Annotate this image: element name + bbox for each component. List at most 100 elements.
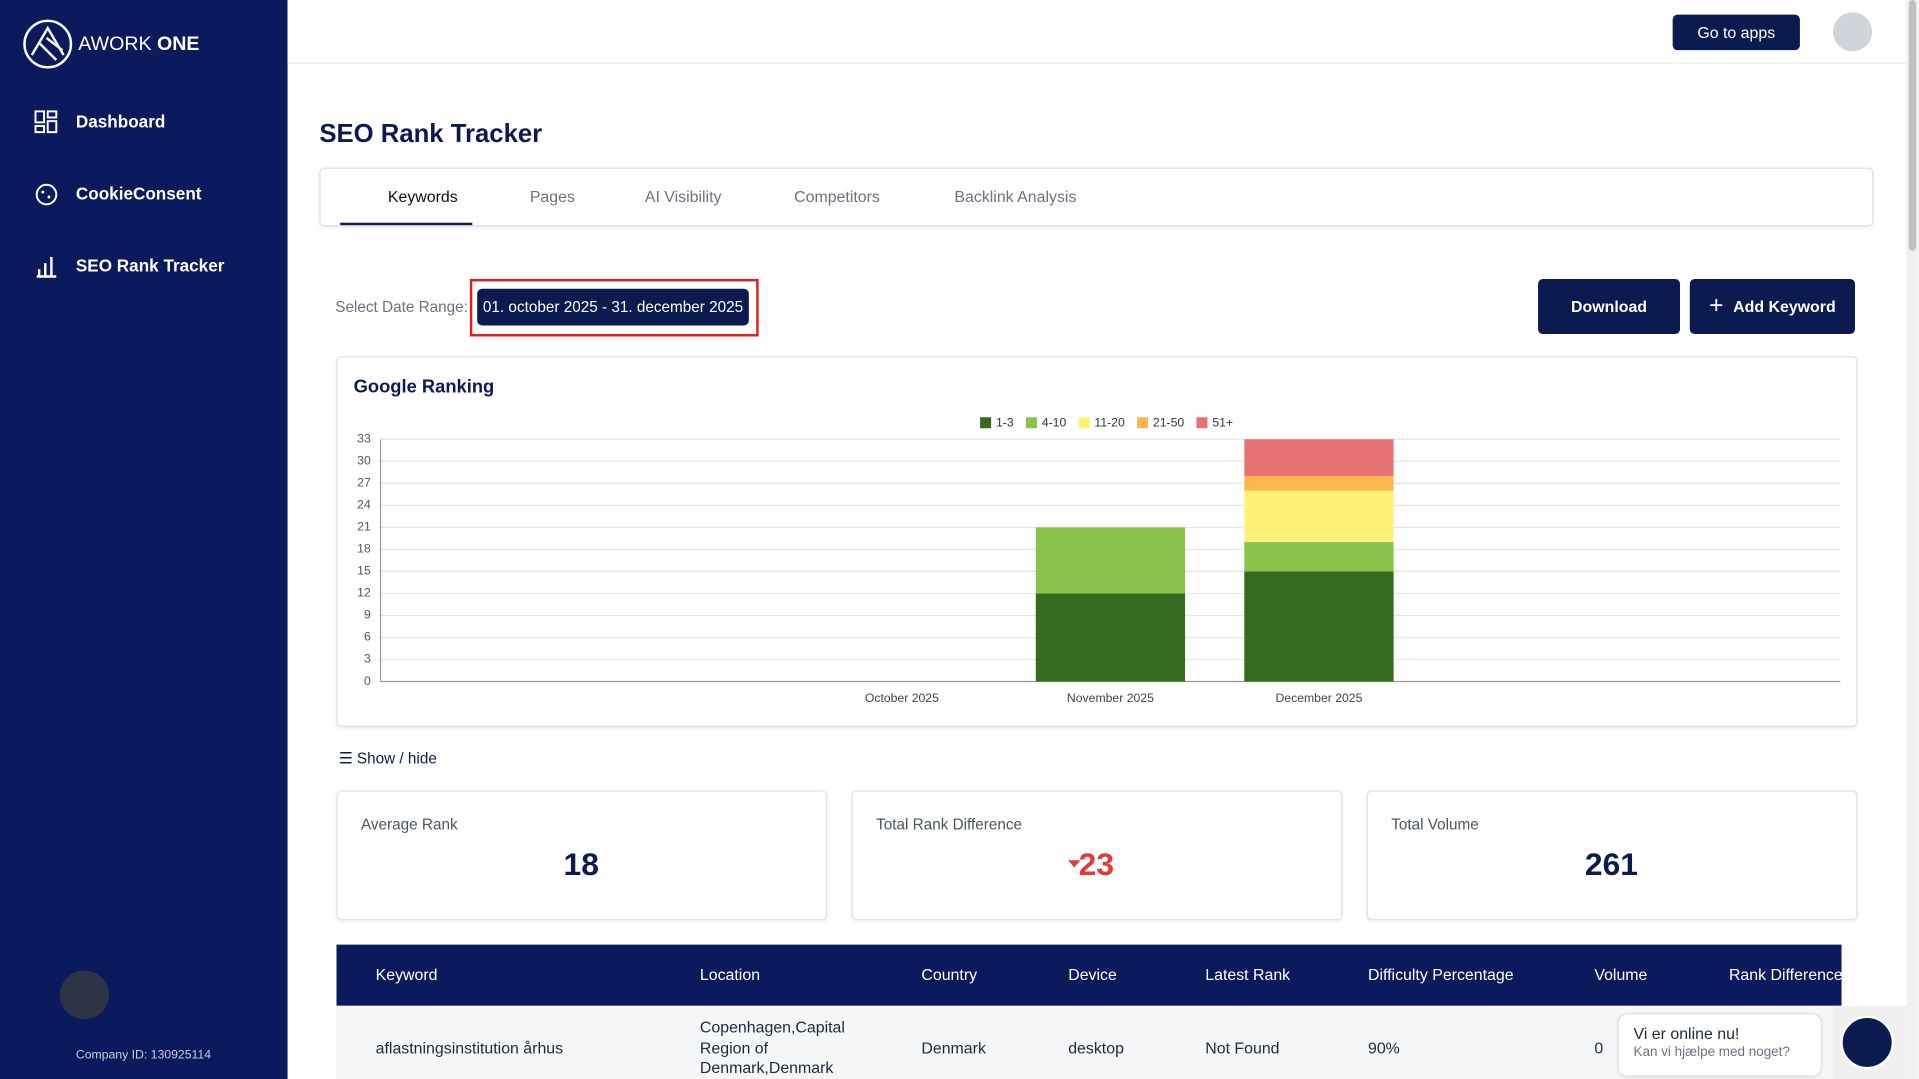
y-tick-label: 0: [364, 674, 371, 688]
show-hide-label: Show / hide: [356, 750, 437, 768]
legend-swatch: [1137, 417, 1149, 429]
legend-swatch: [980, 417, 992, 429]
stat-card: [1366, 790, 1858, 921]
chat-title: Vi er online nu!: [1633, 1024, 1740, 1043]
brand-name: AWORK: [78, 34, 152, 56]
x-tick-label: November 2025: [1067, 691, 1154, 705]
go-to-apps[interactable]: Go to apps: [1672, 14, 1800, 51]
menu-item[interactable]: Dashboard: [75, 111, 166, 131]
chat-subtitle: Kan vi hjælpe med noget?: [1633, 1044, 1790, 1060]
column-header: Location: [699, 965, 761, 984]
highlight: [469, 278, 759, 337]
bar-segment: [1035, 593, 1186, 682]
y-tick-label: 30: [357, 454, 371, 468]
y-tick-label: 6: [364, 630, 371, 644]
column-header: Rank Difference: [1728, 965, 1843, 984]
legend-swatch: [1025, 417, 1037, 429]
column-header: Keyword: [375, 965, 438, 984]
stat-card: [851, 790, 1343, 921]
legend-label: 21-50: [1153, 416, 1184, 430]
y-tick-label: 12: [357, 586, 371, 600]
x-tick-label: December 2025: [1275, 691, 1362, 705]
chart-card: Google Ranking 0 3 6 9 12 15 18 21 24 27 30 33 1-3 4-…: [336, 356, 1858, 727]
scrollbar: [1906, 0, 1919, 1079]
cell: Not Found: [1205, 1038, 1280, 1058]
tab[interactable]: AI Visibility: [644, 187, 722, 206]
stat-card: [336, 790, 828, 921]
y-tick-label: 18: [357, 542, 371, 556]
bar-segment: [1035, 527, 1186, 594]
column-header: Country: [921, 965, 978, 984]
tab[interactable]: Keywords: [387, 187, 458, 206]
y-tick-label: 21: [357, 520, 371, 534]
tabs: [319, 167, 1874, 227]
legend-swatch: [1196, 417, 1208, 429]
y-tick-label: 27: [357, 476, 371, 490]
icon: [35, 183, 58, 206]
table-header: [336, 944, 1842, 1006]
legend-label: 51+: [1212, 416, 1233, 430]
show-hide[interactable]: ☰ Show / hide: [338, 750, 437, 768]
stat-label: Average Rank: [360, 816, 458, 834]
topbar: [287, 0, 1907, 64]
tab[interactable]: Competitors: [794, 187, 880, 206]
company-id: Company ID: 130925114: [75, 1048, 212, 1063]
column-header: Volume: [1594, 965, 1648, 984]
chat-button[interactable]: [1840, 1015, 1895, 1070]
legend-label: 11-20: [1094, 416, 1125, 430]
chart: Google Ranking 0 3 6 9 12 15 18 21 24 27 30 33 1-3 4-…: [354, 376, 1841, 705]
column-header: Difficulty Percentage: [1367, 965, 1514, 984]
brand-suffix: ONE: [157, 34, 200, 56]
sidebar: AWORK ONE Dashboard CookieConsent SEO Ra…: [0, 0, 288, 1079]
cell: desktop: [1068, 1038, 1124, 1058]
brand: AWORK ONE: [78, 34, 199, 56]
table-row: [336, 1005, 1842, 1079]
menu-item[interactable]: CookieConsent: [75, 183, 202, 204]
button-label: Download: [1571, 297, 1648, 316]
y-tick-label: 3: [364, 652, 371, 666]
fingerprint-button[interactable]: [59, 970, 109, 1020]
cell: 90%: [1367, 1038, 1400, 1058]
y-tick-label: 24: [357, 498, 371, 512]
chat-bubble[interactable]: Vi er online nu! Kan vi hjælpe med noget…: [1617, 1013, 1822, 1077]
add-keyword-button[interactable]: + Add Keyword: [1689, 278, 1855, 335]
cell: Copenhagen,Capital Region of Denmark,Den…: [699, 1018, 845, 1077]
tab[interactable]: Backlink Analysis: [954, 187, 1077, 206]
date-range[interactable]: 01. october 2025 - 31. december 2025: [477, 288, 749, 326]
stat-value: 18: [563, 845, 599, 883]
cell: 0: [1594, 1038, 1604, 1058]
tab[interactable]: Pages: [529, 187, 575, 206]
bar-segment: [1244, 490, 1394, 543]
stat-label: Total Volume: [1391, 816, 1479, 834]
stat-value: 23: [1078, 845, 1115, 883]
stat-value: 261: [1584, 845, 1639, 883]
icon: [34, 110, 58, 134]
chart-title: Google Ranking: [354, 376, 495, 397]
button-label: Add Keyword: [1733, 297, 1836, 316]
legend-label: 1-3: [996, 416, 1014, 430]
cell: aflastningsinstitution århus: [375, 1038, 564, 1058]
button-label: Go to apps: [1697, 23, 1776, 42]
legend-label: 4-10: [1042, 416, 1067, 430]
menu-item[interactable]: SEO Rank Tracker: [75, 255, 225, 276]
down-arrow: [1068, 860, 1081, 868]
download-button[interactable]: Download: [1538, 278, 1681, 335]
bar-segment: [1244, 571, 1394, 682]
cell: Denmark: [921, 1038, 986, 1058]
stat-label: Total Rank Difference: [876, 816, 1023, 834]
column-header: Latest Rank: [1205, 965, 1291, 984]
bar-segment: [1244, 475, 1394, 491]
page-title: SEO Rank Tracker: [319, 119, 543, 149]
bar-segment: [1244, 439, 1394, 476]
date-range-text: 01. october 2025 - 31. december 2025: [482, 298, 744, 316]
tab-underline: [340, 222, 473, 226]
legend-swatch: [1078, 417, 1090, 429]
y-tick-label: 33: [357, 432, 371, 446]
y-tick-label: 15: [357, 564, 371, 578]
x-tick-label: October 2025: [865, 691, 939, 705]
avatar[interactable]: [1832, 12, 1873, 52]
logo: [23, 19, 73, 69]
y-tick-label: 9: [364, 608, 371, 622]
column-header: Device: [1068, 965, 1117, 984]
